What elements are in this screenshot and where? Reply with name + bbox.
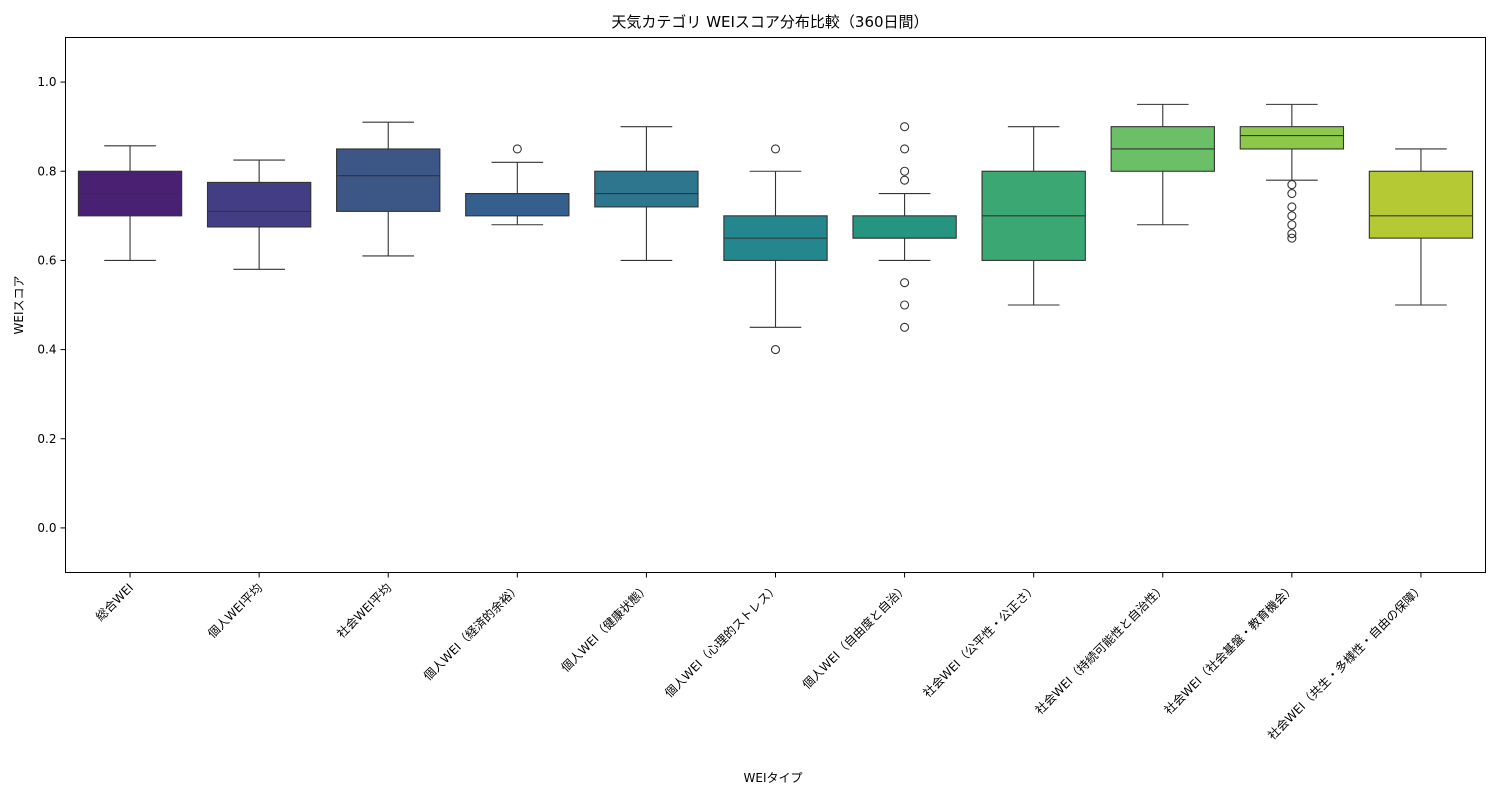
outlier-point (1287, 233, 1297, 243)
y-axis: 0.0 0.2 0.4 0.6 0.8 1.0 (37, 75, 66, 535)
x-tick-label: 個人WEI平均 (205, 581, 265, 641)
iqr-box (206, 181, 312, 228)
outlier-point (1287, 220, 1297, 230)
outlier-point (1287, 229, 1297, 239)
outlier-point (512, 144, 522, 154)
x-tick-label: 社会WEI（持続可能性と自治性） (1032, 580, 1169, 717)
iqr-box (852, 215, 957, 239)
box-group (852, 122, 957, 332)
box-group (1239, 103, 1345, 243)
x-tick-label: 総合WEI (92, 580, 136, 624)
iqr-box (1239, 126, 1345, 150)
x-tick-label: 社会WEI（社会基盤・教育機会） (1161, 580, 1298, 717)
x-tick-label: 社会WEI（共生・多様性・自由の保障） (1264, 580, 1427, 743)
outlier-point (900, 322, 910, 332)
box-group (594, 126, 699, 261)
x-tick-label: 個人WEI（心理的ストレス） (661, 580, 781, 700)
box-group (465, 144, 570, 226)
y-tick-label: 0.8 (37, 164, 56, 178)
x-tick-label: 個人WEI（経済的余裕） (420, 580, 523, 683)
outlier-point (900, 144, 910, 154)
box-group (723, 144, 828, 355)
x-axis-label: WEIタイプ (744, 771, 803, 785)
outlier-point (900, 300, 910, 310)
y-tick-label: 0.6 (37, 253, 56, 267)
x-axis: 総合WEI 個人WEI平均 社会WEI平均 個人WEI（経済的余裕） 個人WEI（健康状… (92, 572, 1427, 743)
y-tick-label: 0.2 (37, 432, 56, 446)
iqr-box (594, 170, 699, 208)
y-tick-label: 0.0 (37, 521, 56, 535)
iqr-box (336, 148, 441, 212)
box-group (981, 126, 1086, 306)
box-group (77, 145, 183, 261)
box-group (1110, 103, 1215, 226)
y-tick-label: 1.0 (37, 75, 56, 89)
box-group (206, 159, 312, 270)
y-axis-label: WEIスコア (12, 276, 26, 335)
outlier-point (770, 345, 781, 355)
outlier-point (900, 166, 910, 176)
outlier-point (1287, 202, 1297, 212)
outlier-point (900, 122, 910, 132)
outlier-point (900, 278, 910, 288)
y-tick-label: 0.4 (37, 343, 56, 357)
box-group (1368, 148, 1474, 306)
chart-title: 天気カテゴリ WEIスコア分布比較（360日間） (611, 13, 928, 31)
x-tick-label: 社会WEI平均 (334, 580, 395, 641)
x-tick-label: 個人WEI（健康状態） (558, 580, 653, 675)
x-tick-label: 個人WEI（自由度と自治） (799, 580, 911, 692)
outlier-point (1287, 180, 1297, 190)
outlier-point (1287, 211, 1297, 221)
x-tick-label: 社会WEI（公平性・公正さ） (920, 580, 1040, 700)
iqr-box (1368, 170, 1474, 239)
outlier-point (770, 144, 781, 154)
iqr-box (465, 192, 570, 217)
outlier-point (1287, 188, 1297, 199)
box-group (336, 121, 441, 257)
outlier-point (900, 175, 910, 185)
plot-area (77, 103, 1474, 355)
